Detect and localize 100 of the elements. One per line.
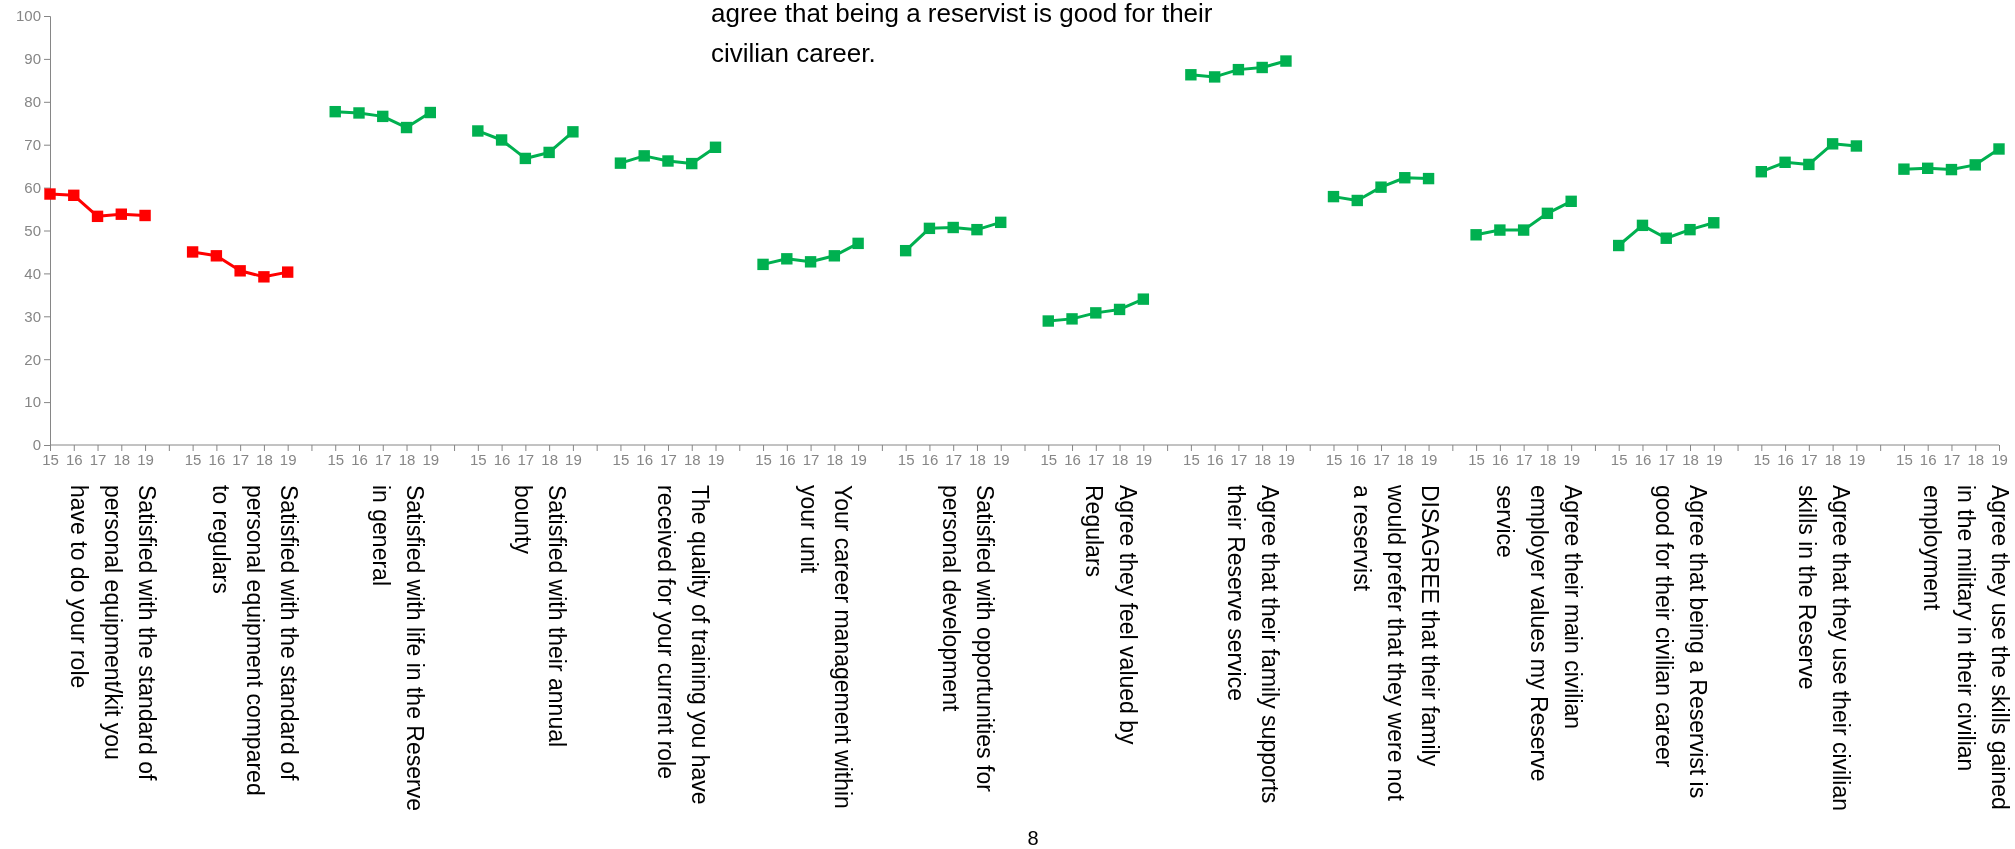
text: Your career management within your unit bbox=[795, 485, 856, 809]
point bbox=[1327, 190, 1340, 203]
point bbox=[1137, 293, 1150, 305]
point bbox=[1993, 143, 2005, 155]
point bbox=[1090, 307, 1102, 319]
x-tick-label: 17 bbox=[945, 450, 963, 468]
point bbox=[472, 125, 484, 137]
point bbox=[971, 223, 983, 236]
point bbox=[519, 152, 532, 165]
x-tick-label: 18 bbox=[1254, 450, 1272, 468]
point bbox=[91, 210, 104, 223]
x-tick-label: 16 bbox=[1349, 450, 1367, 468]
point bbox=[1636, 219, 1649, 232]
x-tick-label: 17 bbox=[374, 450, 392, 468]
y-tick-label: 70 bbox=[24, 136, 41, 153]
x-tick-label: 19 bbox=[707, 450, 725, 468]
x-tick-label: 17 bbox=[517, 450, 535, 468]
x-tick-label: 15 bbox=[1040, 450, 1058, 468]
x-tick-label: 18 bbox=[969, 450, 986, 468]
y-tick-label: 60 bbox=[24, 178, 41, 196]
x-tick-label: 19 bbox=[422, 450, 440, 468]
y-tick-label: 40 bbox=[24, 264, 41, 282]
point bbox=[1803, 158, 1815, 171]
point bbox=[1208, 71, 1221, 83]
x-tick-label: 15 bbox=[612, 450, 630, 468]
x-tick-label: 15 bbox=[469, 450, 487, 468]
point bbox=[1660, 232, 1672, 244]
point bbox=[1945, 163, 1958, 176]
point bbox=[115, 208, 128, 220]
x-tick-label: 17 bbox=[660, 450, 677, 468]
x-tick-label: 19 bbox=[137, 450, 154, 468]
x-tick-label: 18 bbox=[1682, 450, 1699, 468]
point bbox=[1826, 138, 1839, 150]
text: Satisfied with life in the Reserve in general bbox=[367, 485, 428, 811]
point bbox=[1517, 224, 1530, 236]
point bbox=[804, 256, 817, 268]
point bbox=[1185, 69, 1197, 81]
x-tick-label: 15 bbox=[327, 450, 345, 468]
annotation: agree that being a reservist is good for their civilian career. bbox=[711, 0, 1213, 68]
x-tick-label: 19 bbox=[992, 450, 1010, 468]
point bbox=[329, 105, 341, 118]
x-tick-label: 19 bbox=[850, 450, 867, 468]
point bbox=[1042, 315, 1054, 327]
point bbox=[1256, 61, 1268, 74]
x-tick-label: 16 bbox=[493, 450, 511, 468]
x-tick-label: 16 bbox=[208, 450, 226, 468]
x-tick-label: 17 bbox=[1087, 450, 1105, 468]
x-tick-label: 15 bbox=[897, 450, 915, 468]
x-tick-label: 18 bbox=[1967, 450, 1985, 468]
x-tick-label: 15 bbox=[1325, 450, 1343, 468]
x-tick-label: 17 bbox=[1658, 450, 1676, 468]
point bbox=[1375, 181, 1387, 193]
x-tick-label: 19 bbox=[1705, 450, 1723, 468]
point bbox=[899, 244, 912, 257]
point bbox=[44, 188, 56, 200]
point bbox=[234, 265, 246, 277]
x-tick-label: 15 bbox=[1183, 450, 1200, 468]
text: Satisfied with the standard of personal equipment/kit you have to do your role bbox=[65, 485, 160, 781]
y-tick-label: 50 bbox=[24, 221, 41, 239]
point bbox=[638, 150, 650, 162]
point bbox=[1494, 224, 1506, 236]
point bbox=[210, 250, 223, 262]
x-tick-label: 16 bbox=[778, 450, 796, 468]
x-tick-label: 16 bbox=[65, 450, 83, 468]
point bbox=[614, 157, 627, 169]
point bbox=[662, 155, 674, 167]
point bbox=[1708, 217, 1720, 229]
point bbox=[947, 221, 959, 234]
x-tick-label: 19 bbox=[1420, 450, 1438, 468]
x-tick-label: 16 bbox=[1206, 450, 1224, 468]
y-tick-label: 100 bbox=[15, 7, 41, 25]
x-tick-label: 15 bbox=[755, 450, 772, 468]
x-tick-label: 15 bbox=[1753, 450, 1771, 468]
x-tick-label: 16 bbox=[1777, 450, 1794, 468]
x-tick-label: 18 bbox=[1539, 450, 1557, 468]
x-tick-label: 17 bbox=[89, 450, 107, 468]
point bbox=[1399, 172, 1411, 184]
y-tick-label: 80 bbox=[24, 93, 41, 111]
point bbox=[995, 216, 1007, 229]
x-tick-label: 17 bbox=[1943, 450, 1961, 468]
point bbox=[1066, 313, 1078, 325]
x-tick-label: 16 bbox=[1492, 450, 1509, 468]
text: Satisfied with their annual bounty bbox=[510, 485, 571, 748]
x-tick-label: 19 bbox=[1278, 450, 1295, 468]
x-tick-label: 17 bbox=[1801, 450, 1818, 468]
y-tick-label: 0 bbox=[32, 436, 41, 454]
point bbox=[852, 237, 864, 250]
point bbox=[757, 258, 769, 271]
x-tick-label: 19 bbox=[1563, 450, 1581, 468]
x-tick-label: 18 bbox=[1111, 450, 1129, 468]
x-tick-label: 16 bbox=[1919, 450, 1937, 468]
x-tick-label: 18 bbox=[113, 450, 131, 468]
x-tick-label: 19 bbox=[565, 450, 582, 468]
x-tick-label: 18 bbox=[1396, 450, 1414, 468]
point bbox=[1613, 239, 1625, 252]
point bbox=[1351, 194, 1363, 207]
point bbox=[781, 253, 793, 265]
point bbox=[1113, 303, 1126, 316]
point bbox=[400, 121, 413, 134]
x-tick-label: 16 bbox=[921, 450, 939, 468]
